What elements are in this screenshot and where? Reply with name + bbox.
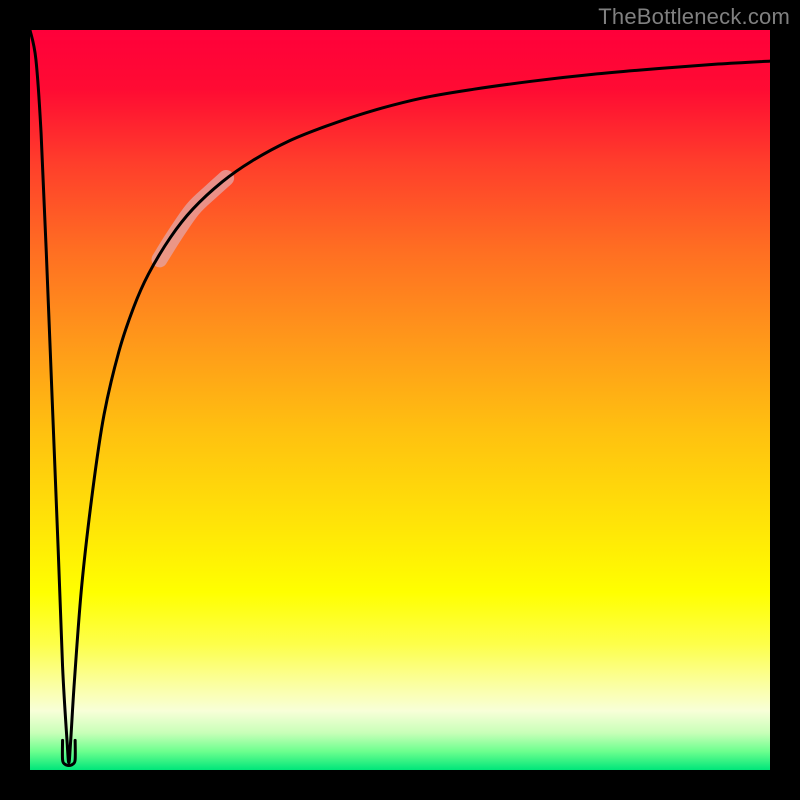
watermark-text: TheBottleneck.com (598, 4, 790, 30)
bottleneck-chart (0, 0, 800, 800)
plot-area (30, 30, 770, 770)
chart-root: TheBottleneck.com (0, 0, 800, 800)
